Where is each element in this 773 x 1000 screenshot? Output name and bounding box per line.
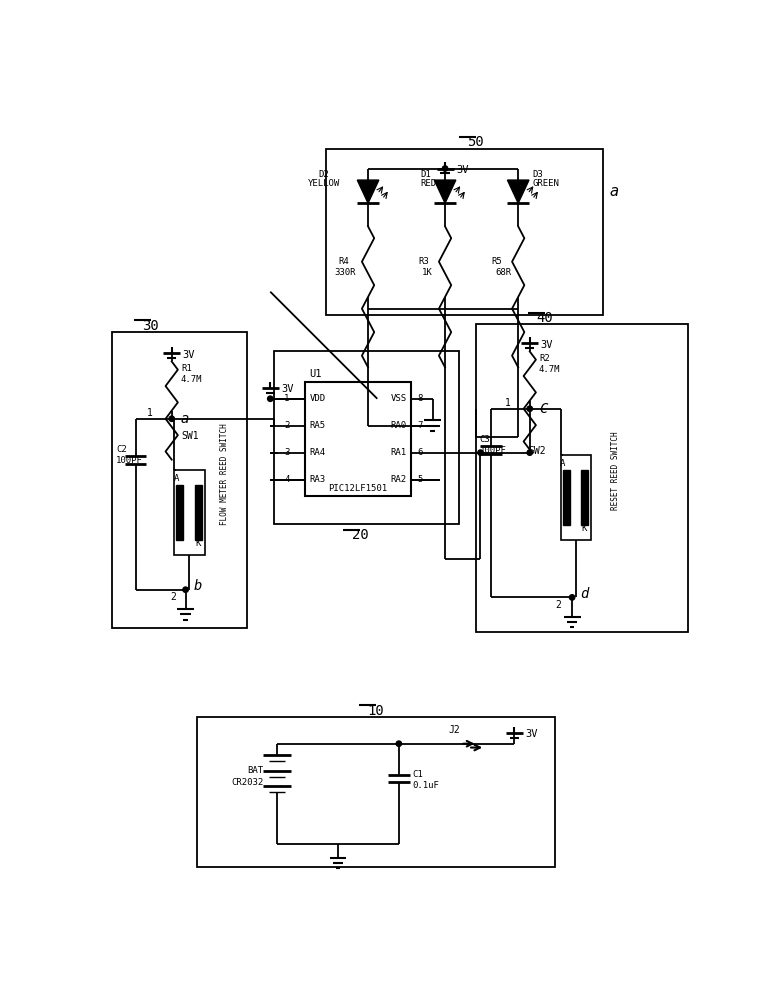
Bar (305, 382, 411, 496)
Text: 6: 6 (417, 448, 423, 457)
Text: RA0: RA0 (390, 421, 407, 430)
Text: 8: 8 (417, 394, 423, 403)
Text: 7: 7 (417, 421, 423, 430)
Text: 50: 50 (468, 135, 484, 149)
Text: 1: 1 (147, 408, 153, 418)
Text: 1K: 1K (422, 268, 433, 277)
Text: 3V: 3V (182, 350, 195, 360)
Polygon shape (357, 180, 379, 203)
Text: D2: D2 (318, 170, 329, 179)
Text: C1: C1 (413, 770, 424, 779)
Text: 330R: 330R (334, 268, 356, 277)
Text: 20: 20 (352, 528, 369, 542)
Text: RA1: RA1 (390, 448, 407, 457)
Bar (174, 470, 205, 555)
Text: 3V: 3V (540, 340, 553, 350)
Text: RA4: RA4 (309, 448, 325, 457)
Text: 100PF: 100PF (116, 456, 143, 465)
Text: SW2: SW2 (528, 446, 546, 456)
Text: J2: J2 (449, 725, 461, 735)
Bar (197, 717, 555, 867)
Text: YELLOW: YELLOW (308, 179, 340, 188)
Text: 4.7M: 4.7M (181, 375, 203, 384)
Bar (274, 351, 459, 524)
Circle shape (183, 587, 189, 592)
Text: A: A (560, 459, 566, 468)
Text: K: K (196, 539, 200, 548)
Text: VDD: VDD (309, 394, 325, 403)
Bar (560, 455, 591, 540)
Text: RESET REED SWITCH: RESET REED SWITCH (611, 431, 620, 510)
Text: R4: R4 (339, 257, 349, 266)
Text: R3: R3 (418, 257, 429, 266)
Text: CR2032: CR2032 (231, 778, 264, 787)
Text: BAT: BAT (247, 766, 264, 775)
Text: 4: 4 (284, 475, 290, 484)
Text: 3V: 3V (525, 729, 538, 739)
Text: a: a (609, 184, 618, 199)
Text: RA3: RA3 (309, 475, 325, 484)
Circle shape (169, 416, 175, 421)
Text: 3V: 3V (456, 165, 468, 175)
Bar (325, 149, 603, 315)
Text: R1: R1 (181, 364, 192, 373)
Text: FLOW METER REED SWITCH: FLOW METER REED SWITCH (220, 423, 230, 525)
Circle shape (478, 450, 483, 455)
Text: 10: 10 (367, 704, 384, 718)
Text: b: b (193, 579, 202, 593)
Text: PIC12LF1501: PIC12LF1501 (329, 484, 387, 493)
Circle shape (527, 450, 533, 455)
Polygon shape (434, 180, 456, 203)
Text: VSS: VSS (390, 394, 407, 403)
Text: 4.7M: 4.7M (539, 365, 560, 374)
Circle shape (570, 595, 575, 600)
Text: GREEN: GREEN (532, 179, 559, 188)
Text: RED: RED (421, 179, 437, 188)
Text: C2: C2 (116, 445, 127, 454)
Text: 2: 2 (170, 592, 176, 602)
Text: 1: 1 (284, 394, 290, 403)
Circle shape (442, 166, 448, 171)
Text: C: C (539, 402, 547, 416)
Text: U1: U1 (308, 369, 322, 379)
Text: 40: 40 (536, 311, 553, 325)
Text: 5: 5 (417, 475, 423, 484)
Text: R5: R5 (492, 257, 502, 266)
Text: D1: D1 (421, 170, 431, 179)
Text: 3: 3 (284, 448, 290, 457)
Text: d: d (580, 587, 588, 601)
Text: R2: R2 (539, 354, 550, 363)
Circle shape (267, 396, 273, 401)
Bar (176, 485, 183, 540)
Bar (581, 470, 588, 525)
Text: A: A (174, 474, 179, 483)
Text: 30: 30 (142, 319, 159, 333)
Text: 1: 1 (505, 398, 511, 408)
Text: RA2: RA2 (390, 475, 407, 484)
Text: RA5: RA5 (309, 421, 325, 430)
Bar (476, 324, 688, 632)
Circle shape (397, 741, 401, 746)
Bar (563, 470, 570, 525)
Text: 3V: 3V (281, 384, 294, 394)
Text: a: a (181, 412, 189, 426)
Text: K: K (582, 524, 587, 533)
Polygon shape (507, 180, 529, 203)
Circle shape (527, 406, 533, 411)
Text: 100PF: 100PF (480, 446, 506, 455)
Text: 2: 2 (555, 600, 561, 610)
Bar (112, 332, 247, 628)
Bar (195, 485, 202, 540)
Text: D3: D3 (532, 170, 543, 179)
Text: C3: C3 (480, 435, 490, 444)
Text: 2: 2 (284, 421, 290, 430)
Text: 0.1uF: 0.1uF (413, 781, 440, 790)
Text: SW1: SW1 (181, 431, 199, 441)
Text: 68R: 68R (495, 268, 511, 277)
